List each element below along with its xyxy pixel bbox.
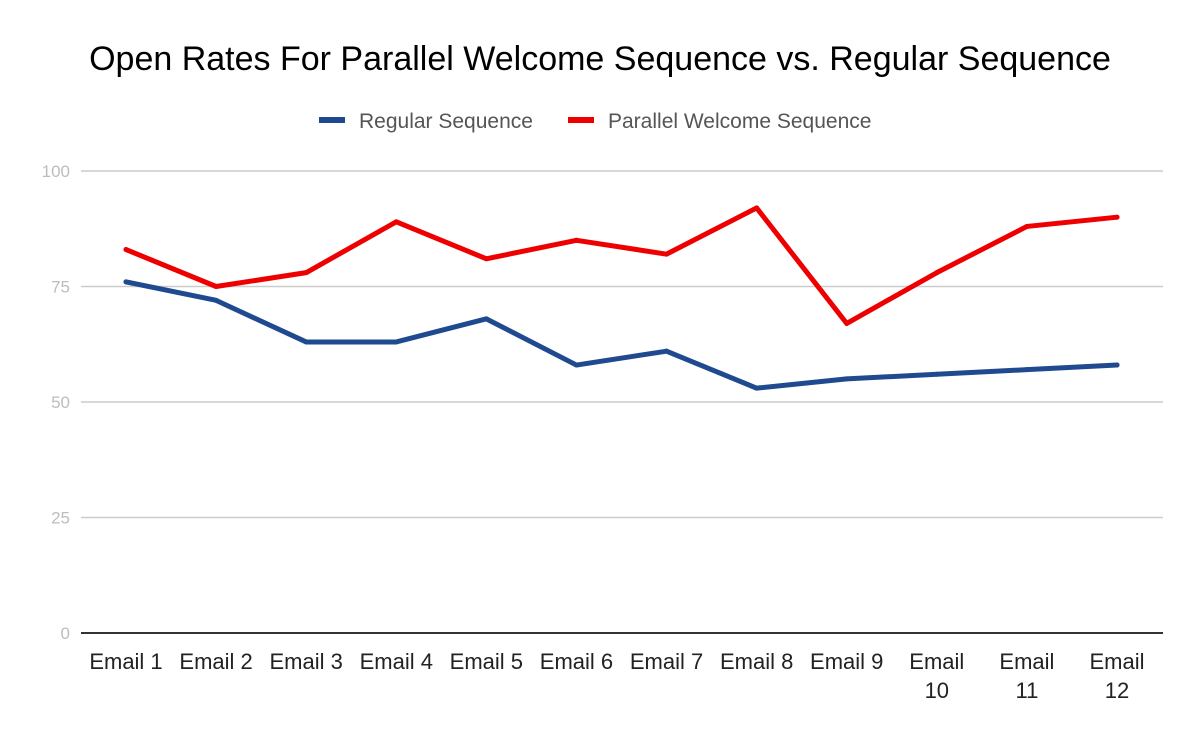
data-point-parallel-welcome-sequence-11	[1024, 223, 1030, 229]
data-point-parallel-welcome-sequence-6	[573, 237, 579, 243]
legend-swatch-parallel-welcome-sequence	[568, 117, 594, 123]
data-point-regular-sequence-9	[844, 376, 850, 382]
data-point-regular-sequence-6	[573, 362, 579, 368]
x-tick-label-5: Email 5	[450, 649, 523, 674]
chart-title: Open Rates For Parallel Welcome Sequence…	[89, 40, 1111, 78]
data-point-regular-sequence-3	[303, 339, 309, 345]
y-axis-ticks: 0 25 50 75 100	[42, 162, 70, 643]
data-point-parallel-welcome-sequence-2	[213, 284, 219, 289]
x-axis-ticks: Email 1 Email 2 Email 3 Email 4 Email 5 Email…	[89, 649, 1144, 703]
x-tick-label-4: Email 4	[360, 649, 433, 674]
data-point-parallel-welcome-sequence-7	[664, 251, 670, 257]
data-point-regular-sequence-8	[754, 385, 760, 391]
data-point-parallel-welcome-sequence-4	[393, 219, 399, 225]
data-point-regular-sequence-10	[934, 371, 940, 377]
y-tick-label-75: 75	[51, 278, 70, 297]
series-line-parallel-welcome-sequence	[123, 205, 1120, 326]
series-lines	[123, 205, 1120, 391]
x-tick-label-6: Email 6	[540, 649, 613, 674]
data-point-parallel-welcome-sequence-1	[123, 247, 129, 253]
data-point-parallel-welcome-sequence-12	[1114, 214, 1120, 220]
data-point-regular-sequence-2	[213, 297, 219, 303]
y-tick-label-50: 50	[51, 393, 70, 412]
x-tick-label-3: Email 3	[270, 649, 343, 674]
legend-label-regular-sequence: Regular Sequence	[359, 110, 533, 133]
data-point-parallel-welcome-sequence-8	[754, 205, 760, 211]
data-point-regular-sequence-5	[483, 316, 489, 322]
data-point-regular-sequence-4	[393, 339, 399, 345]
series-line-regular-sequence	[123, 279, 1120, 391]
y-tick-label-100: 100	[42, 162, 70, 181]
x-tick-label-10: Email 10	[909, 649, 964, 703]
x-tick-label-8: Email 8	[720, 649, 793, 674]
y-tick-label-0: 0	[61, 624, 70, 643]
legend-label-parallel-welcome-sequence: Parallel Welcome Sequence	[608, 110, 871, 133]
legend: Regular Sequence Parallel Welcome Sequen…	[319, 110, 871, 133]
data-point-parallel-welcome-sequence-10	[934, 270, 940, 276]
legend-swatch-regular-sequence	[319, 117, 345, 123]
y-tick-label-25: 25	[51, 509, 70, 528]
data-point-parallel-welcome-sequence-5	[483, 256, 489, 262]
x-tick-label-12: Email 12	[1089, 649, 1144, 703]
x-tick-label-9: Email 9	[810, 649, 883, 674]
data-point-regular-sequence-12	[1114, 362, 1120, 368]
data-point-regular-sequence-11	[1024, 367, 1030, 373]
data-point-parallel-welcome-sequence-9	[844, 320, 850, 326]
series-points	[123, 205, 1120, 391]
x-tick-label-11: Email 11	[999, 649, 1054, 703]
x-tick-label-7: Email 7	[630, 649, 703, 674]
gridlines	[81, 170, 1163, 519]
data-point-regular-sequence-7	[664, 348, 670, 354]
data-point-regular-sequence-1	[123, 279, 129, 285]
data-point-parallel-welcome-sequence-3	[303, 270, 309, 276]
x-tick-label-1: Email 1	[89, 649, 162, 674]
x-tick-label-2: Email 2	[179, 649, 252, 674]
